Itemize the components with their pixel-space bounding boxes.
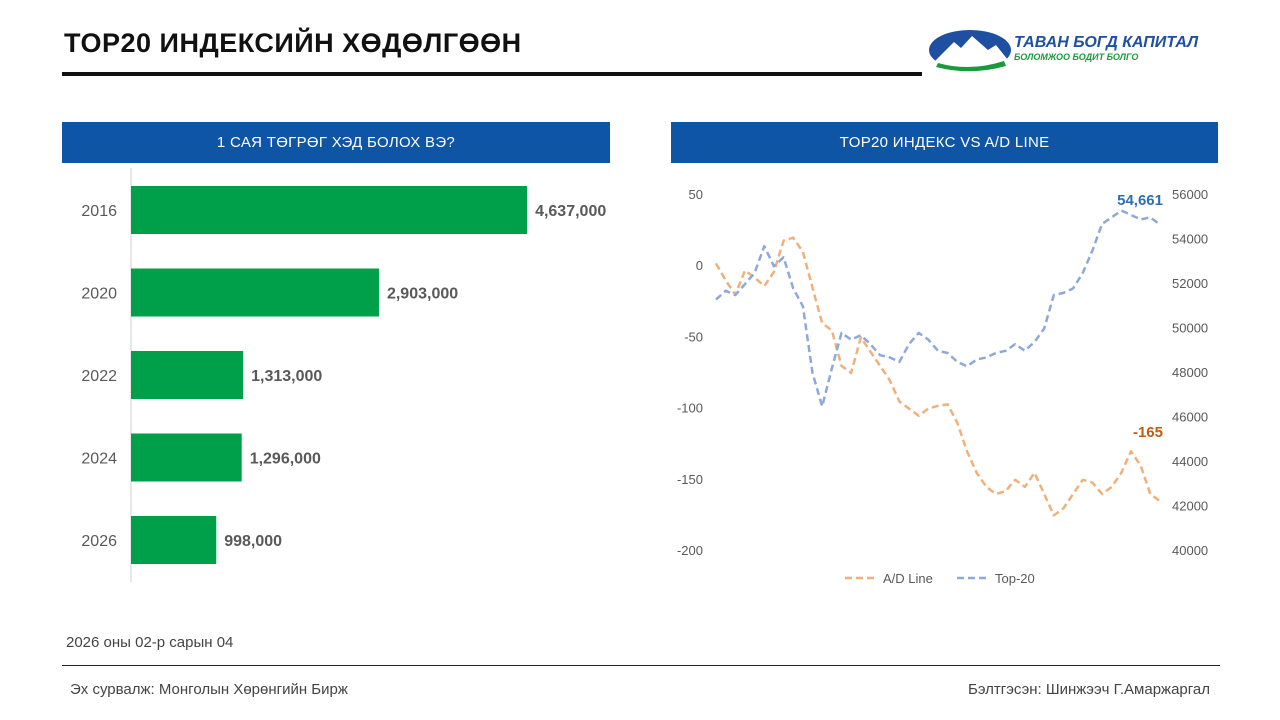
right-axis-tick: 48000: [1172, 365, 1208, 380]
bar-value-label: 998,000: [224, 533, 282, 550]
author-note: Бэлтгэсэн: Шинжээч Г.Амаржаргал: [967, 681, 1210, 698]
right-axis-tick: 52000: [1172, 276, 1208, 291]
bar-value-label: 1,313,000: [251, 368, 322, 385]
left-axis-tick: 50: [689, 187, 703, 202]
right-axis-tick: 40000: [1172, 543, 1208, 558]
left-axis-tick: -150: [677, 472, 703, 487]
series-line-ad-line: [714, 236, 1161, 517]
legend-label: Top-20: [995, 571, 1035, 586]
bar-chart-title: 1 САЯ ТӨГРӨГ ХЭД БОЛОХ ВЭ?: [62, 122, 610, 163]
logo-company-name: ТАВАН БОГД КАПИТАЛ: [1014, 34, 1199, 51]
source-note: Эх сурвалж: Монголын Хөрөнгийн Бирж: [70, 681, 348, 698]
report-date: 2026 оны 02-р сарын 04: [66, 634, 234, 651]
left-axis-tick: 0: [696, 258, 703, 273]
bar-value-label: 1,296,000: [250, 451, 321, 468]
series-end-label: -165: [1133, 424, 1163, 441]
left-axis-tick: -50: [684, 329, 703, 344]
right-axis-tick: 54000: [1172, 232, 1208, 247]
mountain-logo-icon: [929, 30, 1011, 72]
page-title: TOP20 ИНДЕКСИЙН ХӨДӨЛГӨӨН: [64, 28, 522, 58]
bar-category-label: 2016: [81, 203, 117, 220]
company-logo: ТАВАН БОГД КАПИТАЛ БОЛОМЖОО БОДИТ БОЛГО: [928, 28, 1218, 72]
legend-label: A/D Line: [883, 571, 933, 586]
bar-category-label: 2020: [81, 286, 117, 303]
bar-2020: [131, 268, 379, 317]
bar-2026: [131, 516, 217, 564]
bar-category-label: 2024: [81, 451, 117, 468]
line-chart-title: TOP20 ИНДЕКС VS A/D LINE: [671, 122, 1218, 163]
logo-slogan: БОЛОМЖОО БОДИТ БОЛГО: [1014, 52, 1139, 62]
right-axis-tick: 42000: [1172, 499, 1208, 514]
bar-2016: [131, 186, 528, 234]
footer-divider: [62, 665, 1220, 666]
series-end-label: 54,661: [1117, 192, 1163, 209]
bar-2024: [131, 433, 242, 482]
bar-category-label: 2022: [81, 368, 117, 385]
right-axis-tick: 56000: [1172, 187, 1208, 202]
title-underline: [62, 72, 922, 76]
right-axis-tick: 44000: [1172, 454, 1208, 469]
series-line-top20: [715, 209, 1161, 408]
right-axis-tick: 50000: [1172, 321, 1208, 336]
left-axis-tick: -200: [677, 543, 703, 558]
bar-value-label: 2,903,000: [387, 286, 458, 303]
bar-2022: [131, 351, 244, 399]
right-axis-tick: 46000: [1172, 410, 1208, 425]
bar-value-label: 4,637,000: [535, 203, 606, 220]
left-axis-tick: -100: [677, 401, 703, 416]
bar-category-label: 2026: [81, 533, 117, 550]
